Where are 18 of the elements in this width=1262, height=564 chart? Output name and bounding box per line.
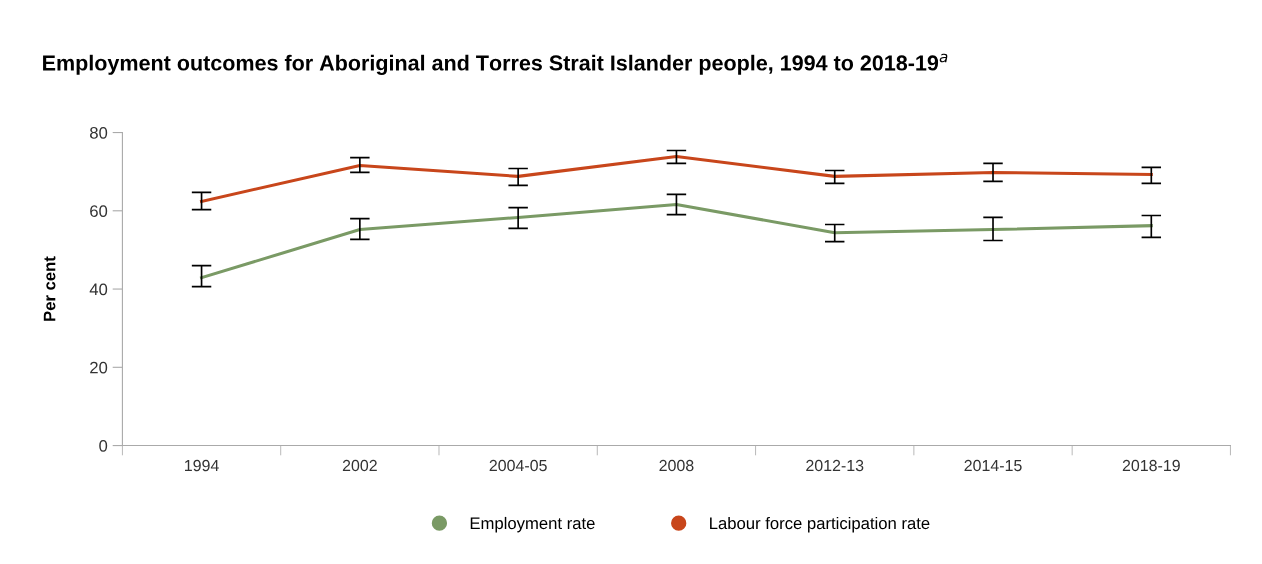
y-tick-label: 40 [89,283,108,296]
y-tick-label: 60 [90,205,108,217]
line-series [200,154,1153,203]
y-axis-title: Per cent [43,256,56,321]
legend-label: Labour force participation rate [710,516,930,533]
x-tick-label: 2004-05 [489,459,547,472]
line-series [200,203,1153,280]
x-tick-label: 2014-15 [964,459,1022,472]
x-tick-label: 2008 [659,459,694,472]
y-tick-label: 80 [90,126,108,139]
x-tick-label: 2012-13 [806,459,864,472]
chart-title: Employment outcomes for Aboriginal and Torres Strait Islander people, 1994 to 2018-19$^{a}$ [43,53,948,75]
x-tick-label: 1994 [185,459,219,472]
legend-label: Employment rate [470,516,595,533]
x-tick-label: 2018-19 [1122,459,1180,472]
x-tick-label: 2002 [342,459,377,472]
y-tick-label: 20 [90,361,108,374]
y-tick-label: 0 [99,439,108,452]
